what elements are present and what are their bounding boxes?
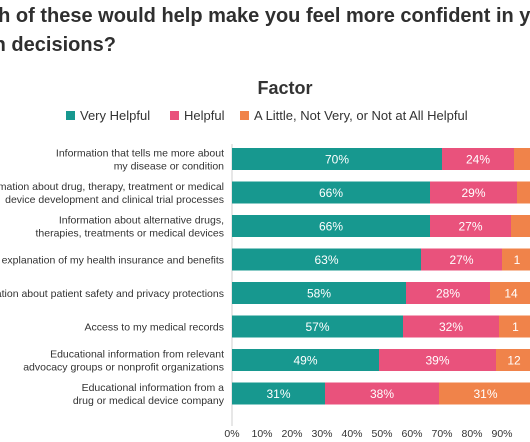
- bar-segment: [403, 315, 499, 338]
- x-tick-label: 10%: [251, 428, 272, 440]
- category-label-line: ar explanation of my health insurance an…: [0, 255, 224, 267]
- bar-value-label: 38%: [370, 387, 394, 401]
- bar-value-label: 1: [514, 253, 521, 267]
- bar-segment: [232, 181, 430, 204]
- bar-segment: [442, 148, 514, 170]
- legend-item-very-helpful: Very Helpful: [66, 108, 150, 123]
- bar-segment: [502, 248, 530, 271]
- category-label: Educational information from relevant adv…: [23, 349, 224, 374]
- category-label: Information that tells me more about my d…: [56, 148, 224, 173]
- bar-value-label: 31%: [473, 387, 497, 401]
- category-label-line: Information that tells me more about: [56, 148, 224, 160]
- legend-swatch-little-helpful: [240, 111, 249, 120]
- legend-item-little-helpful: A Little, Not Very, or Not at All Helpfu…: [240, 108, 468, 123]
- category-label: rmation about drug, therapy, treatment o…: [0, 181, 224, 206]
- bar-segment: [499, 315, 530, 338]
- bar-value-label: 49%: [293, 354, 317, 368]
- bar-segment: [232, 349, 379, 371]
- bar-value-label: 28%: [436, 287, 460, 301]
- legend-swatch-helpful: [170, 111, 179, 120]
- legend-swatch-very-helpful: [66, 111, 75, 120]
- bar-value-label: 31%: [266, 387, 290, 401]
- bar-value-label: 39%: [425, 354, 449, 368]
- bar-segment: [490, 282, 530, 304]
- category-label-line: my disease or condition: [114, 161, 224, 173]
- x-tick-label: 50%: [371, 428, 392, 440]
- x-tick-label: 40%: [341, 428, 362, 440]
- bar-segment: [232, 248, 421, 271]
- x-tick-label: 30%: [311, 428, 332, 440]
- question-line-1: ch of these would help make you feel mor…: [0, 5, 530, 27]
- x-tick-label: 90%: [491, 428, 512, 440]
- legend-label-little-helpful: A Little, Not Very, or Not at All Helpfu…: [254, 108, 468, 123]
- category-label: Access to my medical records: [85, 322, 224, 334]
- bar-segment: [430, 181, 517, 204]
- bar-value-label: 1: [512, 320, 519, 334]
- bar-segment: [514, 148, 530, 170]
- category-label: nation about patient safety and privacy …: [0, 288, 224, 300]
- bar-segment: [406, 282, 490, 304]
- bar-segment: [430, 215, 511, 237]
- question-title: ch of these would help make you feel mor…: [0, 2, 530, 60]
- legend: Very Helpful Helpful A Little, Not Very,…: [0, 108, 530, 128]
- bar-segment: [379, 349, 496, 371]
- bar-value-label: 27%: [449, 253, 473, 267]
- bar-segment: [421, 248, 502, 271]
- bar-segment: [232, 215, 430, 237]
- bar-value-label: 24%: [466, 153, 490, 167]
- bar-value-label: 66%: [319, 220, 343, 234]
- category-label: Information about alternative drugs, ther…: [35, 215, 224, 240]
- x-tick-label: 70%: [431, 428, 452, 440]
- bar-segment: [496, 349, 530, 371]
- bar-segment: [232, 282, 406, 304]
- bar-value-label: 32%: [439, 320, 463, 334]
- bar-value-label: 27%: [458, 220, 482, 234]
- category-label-line: Access to my medical records: [85, 322, 224, 334]
- bar-segment: [232, 382, 325, 405]
- question-line-2: th decisions?: [0, 34, 116, 56]
- bar-value-label: 14: [504, 287, 518, 301]
- bar-value-label: 12: [507, 354, 521, 368]
- category-label-line: Information about alternative drugs,: [59, 215, 224, 227]
- bar-segment: [232, 148, 442, 170]
- bar-segment: [517, 181, 530, 204]
- category-label: ar explanation of my health insurance an…: [0, 255, 224, 267]
- bar-segment: [232, 315, 403, 338]
- category-label-line: Educational information from relevant: [50, 349, 224, 361]
- x-tick-label: 80%: [461, 428, 482, 440]
- bar-value-label: 58%: [307, 287, 331, 301]
- category-label-line: advocacy groups or nonprofit organizatio…: [23, 362, 224, 374]
- bar-segment: [511, 215, 530, 237]
- legend-label-very-helpful: Very Helpful: [80, 108, 151, 123]
- legend-label-helpful: Helpful: [184, 108, 225, 123]
- category-label-line: rmation about drug, therapy, treatment o…: [0, 181, 224, 193]
- category-label-line: therapies, treatments or medical devices: [35, 228, 224, 240]
- category-label-line: Educational information from a: [82, 382, 225, 394]
- bar-segment: [325, 382, 439, 405]
- bar-value-label: 70%: [325, 153, 349, 167]
- bar-value-label: 63%: [314, 253, 338, 267]
- x-tick-label: 20%: [281, 428, 302, 440]
- bar-value-label: 66%: [319, 186, 343, 200]
- bar-value-label: 29%: [461, 186, 485, 200]
- category-label-line: nation about patient safety and privacy …: [0, 288, 224, 300]
- chart-subtitle: Factor: [257, 78, 313, 98]
- x-tick-label: 0%: [224, 428, 239, 440]
- category-label-line: drug or medical device company: [73, 395, 225, 407]
- legend-item-helpful: Helpful: [170, 108, 224, 123]
- bar-segment: [439, 382, 530, 405]
- category-label-line: device development and clinical trial pr…: [5, 194, 224, 206]
- category-label: Educational information from a drug or me…: [73, 382, 225, 407]
- x-tick-label: 60%: [401, 428, 422, 440]
- bar-value-label: 57%: [305, 320, 329, 334]
